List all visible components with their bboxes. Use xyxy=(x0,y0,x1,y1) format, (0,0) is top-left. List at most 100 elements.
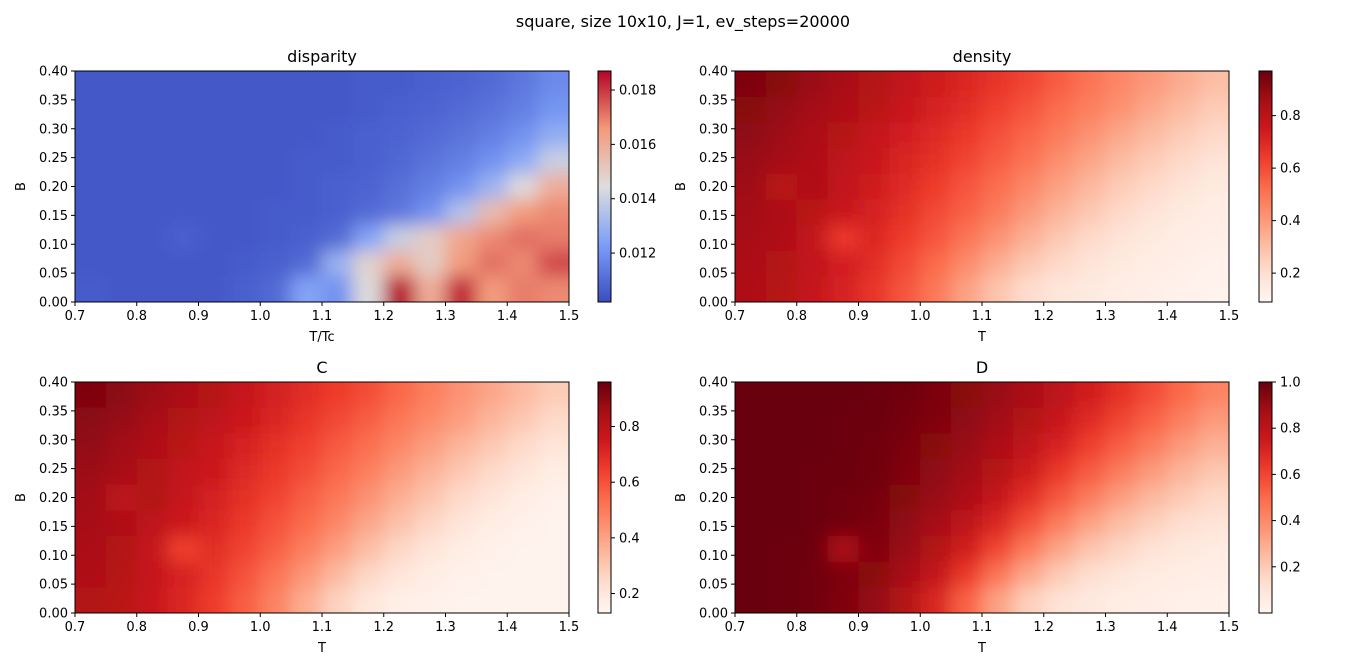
heatmap-cell xyxy=(858,199,891,226)
heatmap-cell xyxy=(1167,484,1200,512)
heatmap-cell xyxy=(889,433,922,460)
colorbar-tick-label: 0.6 xyxy=(619,476,640,491)
colorbar-tick-label: 0.8 xyxy=(619,420,640,435)
heatmap-cell xyxy=(105,561,138,589)
heatmap-cell xyxy=(1043,96,1076,124)
heatmap-cell xyxy=(1167,382,1200,409)
heatmap-cell xyxy=(1074,148,1107,175)
heatmap-cell xyxy=(1167,199,1200,226)
heatmap-C xyxy=(75,382,569,613)
panel-density: density 0.7 0.8 0.9 1.0 1.1 1.2 1.3 1.4 1.5 0.00 0.… xyxy=(674,47,1301,345)
y-tick-label: 0.00 xyxy=(39,607,68,622)
heatmap-cell xyxy=(735,173,767,201)
x-tick-label: 1.2 xyxy=(1033,309,1054,324)
heatmap-cell xyxy=(383,433,416,460)
heatmap-cell xyxy=(507,536,540,563)
heatmap-cell xyxy=(735,199,767,226)
colorbar-disparity xyxy=(598,71,611,302)
heatmap-cell xyxy=(414,433,447,460)
heatmap-cell xyxy=(1012,71,1045,98)
heatmap-cell xyxy=(476,407,509,435)
panel-title: D xyxy=(976,358,988,377)
heatmap-cell xyxy=(322,122,354,149)
heatmap-cell xyxy=(858,148,891,175)
heatmap-cell xyxy=(445,382,478,409)
heatmap-cell xyxy=(796,122,829,149)
heatmap-cell xyxy=(167,276,200,302)
heatmap-cell xyxy=(1105,407,1138,435)
heatmap-cell xyxy=(229,122,262,149)
heatmap-cell xyxy=(796,407,829,435)
heatmap-cell xyxy=(1105,122,1138,149)
x-tick-label: 0.9 xyxy=(848,309,869,324)
y-tick-label: 0.25 xyxy=(39,151,68,166)
y-tick-label: 0.25 xyxy=(699,462,728,477)
heatmap-cell xyxy=(167,122,200,149)
heatmap-cell xyxy=(1105,536,1138,563)
heatmap-cell xyxy=(229,561,262,589)
heatmap-cell xyxy=(796,587,829,613)
heatmap-cell xyxy=(136,276,169,302)
heatmap-cell xyxy=(167,510,200,537)
heatmap-cell xyxy=(136,433,169,460)
heatmap-cell xyxy=(260,96,293,124)
colorbar-frame xyxy=(597,381,612,614)
heatmap-cell xyxy=(322,459,354,486)
heatmap-cell xyxy=(383,587,416,613)
heatmap-cell xyxy=(1043,199,1076,226)
heatmap-cell xyxy=(383,407,416,435)
y-tick-label: 0.10 xyxy=(39,549,68,564)
heatmap-cell xyxy=(951,561,983,589)
heatmap-cell xyxy=(1167,225,1200,252)
heatmap-cell xyxy=(1105,173,1138,201)
heatmap-cell xyxy=(167,148,200,175)
heatmap-cell xyxy=(260,484,293,512)
heatmap-cell xyxy=(75,484,107,512)
heatmap-cell xyxy=(1198,96,1229,124)
heatmap-cell xyxy=(982,407,1014,435)
heatmap-cell xyxy=(136,587,169,613)
heatmap-cell xyxy=(858,433,891,460)
heatmap-cell xyxy=(198,250,231,278)
heatmap-cell xyxy=(735,561,767,589)
heatmap-cell xyxy=(1167,71,1200,98)
x-tick-label: 1.0 xyxy=(250,309,271,324)
heatmap-cell xyxy=(105,433,138,460)
x-tick-label: 1.1 xyxy=(972,309,993,324)
heatmap-cell xyxy=(1105,561,1138,589)
heatmap-cell xyxy=(1043,433,1076,460)
heatmap-cell xyxy=(136,96,169,124)
heatmap-cell xyxy=(982,71,1014,98)
heatmap-cell xyxy=(982,173,1014,201)
heatmap-cell xyxy=(1043,407,1076,435)
heatmap-cell xyxy=(796,276,829,302)
heatmap-cell xyxy=(951,484,983,512)
heatmap-cell xyxy=(322,96,354,124)
heatmap-cell xyxy=(1198,225,1229,252)
heatmap-cell xyxy=(858,122,891,149)
heatmap-cell xyxy=(1074,536,1107,563)
heatmap-cell xyxy=(951,96,983,124)
heatmap-cell xyxy=(322,587,354,613)
heatmap-cell xyxy=(765,536,798,563)
heatmap-cell xyxy=(507,199,540,226)
heatmap-cell xyxy=(445,276,478,302)
heatmap-cell xyxy=(889,587,922,613)
heatmap-cell xyxy=(827,250,860,278)
heatmap-cell xyxy=(1012,96,1045,124)
heatmap-cell xyxy=(1198,148,1229,175)
heatmap-cell xyxy=(920,433,953,460)
heatmap-cell xyxy=(765,173,798,201)
heatmap-cell xyxy=(75,382,107,409)
heatmap-cell xyxy=(476,250,509,278)
y-tick-label: 0.15 xyxy=(699,520,728,535)
heatmap-cell xyxy=(920,148,953,175)
heatmap-cell xyxy=(951,173,983,201)
heatmap-cell xyxy=(322,382,354,409)
y-tick-label: 0.35 xyxy=(39,93,68,108)
heatmap-cell xyxy=(1105,225,1138,252)
heatmap-cell xyxy=(1012,382,1045,409)
heatmap-cell xyxy=(445,536,478,563)
heatmap-cell xyxy=(920,71,953,98)
heatmap-cell xyxy=(414,407,447,435)
